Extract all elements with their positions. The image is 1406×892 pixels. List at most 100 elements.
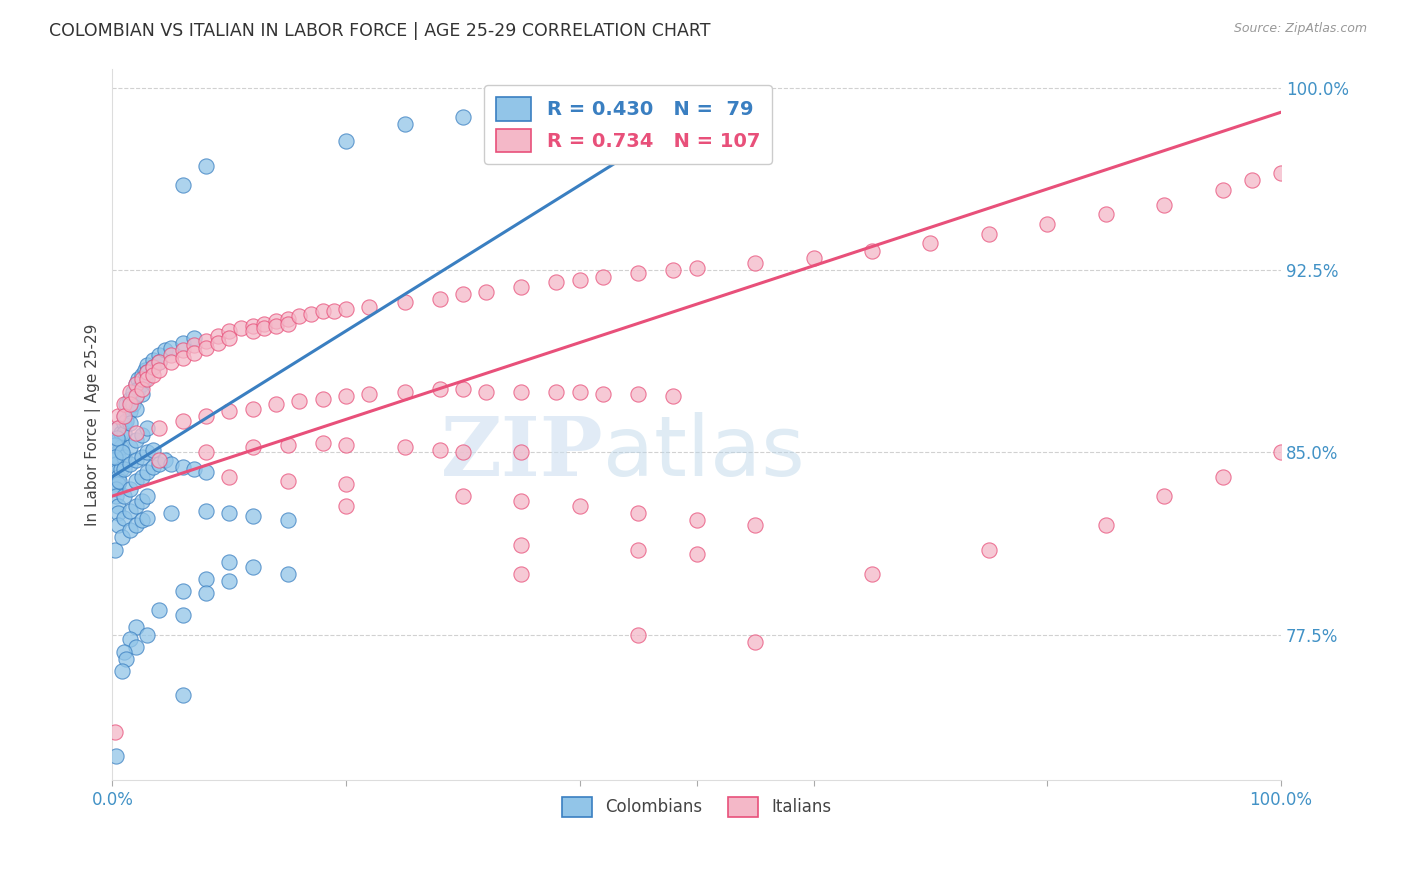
Point — [142, 353, 165, 368]
Point — [125, 377, 148, 392]
Point — [104, 458, 127, 472]
Point — [125, 499, 148, 513]
Point — [118, 458, 141, 472]
Point — [131, 428, 153, 442]
Point — [112, 416, 135, 430]
Point — [194, 409, 217, 423]
Point — [475, 384, 498, 399]
Point — [127, 382, 149, 396]
Point — [277, 513, 299, 527]
Point — [136, 358, 159, 372]
Point — [172, 178, 194, 193]
Point — [136, 421, 159, 435]
Legend: Colombians, Italians: Colombians, Italians — [554, 789, 839, 825]
Point — [194, 334, 217, 348]
Point — [218, 404, 240, 418]
Point — [207, 336, 229, 351]
Point — [568, 273, 591, 287]
Point — [194, 445, 217, 459]
Point — [131, 372, 153, 386]
Point — [131, 377, 153, 392]
Point — [662, 263, 685, 277]
Point — [207, 328, 229, 343]
Point — [394, 441, 416, 455]
Point — [194, 159, 217, 173]
Point — [148, 603, 170, 617]
Point — [510, 384, 533, 399]
Point — [110, 441, 132, 455]
Point — [394, 294, 416, 309]
Point — [218, 506, 240, 520]
Point — [1036, 217, 1059, 231]
Point — [160, 458, 183, 472]
Point — [131, 387, 153, 401]
Point — [148, 452, 170, 467]
Point — [125, 452, 148, 467]
Point — [546, 275, 568, 289]
Point — [125, 433, 148, 447]
Point — [107, 421, 129, 435]
Point — [134, 372, 156, 386]
Point — [475, 285, 498, 299]
Point — [118, 416, 141, 430]
Point — [131, 368, 153, 382]
Text: Source: ZipAtlas.com: Source: ZipAtlas.com — [1233, 22, 1367, 36]
Point — [277, 317, 299, 331]
Point — [510, 280, 533, 294]
Point — [112, 462, 135, 476]
Point — [277, 311, 299, 326]
Point — [510, 105, 533, 120]
Point — [627, 98, 650, 112]
Point — [111, 530, 134, 544]
Point — [429, 442, 451, 457]
Point — [142, 442, 165, 457]
Point — [153, 343, 176, 358]
Point — [744, 93, 766, 107]
Point — [277, 475, 299, 489]
Point — [136, 372, 159, 386]
Point — [136, 365, 159, 379]
Point — [125, 389, 148, 403]
Point — [253, 321, 276, 335]
Point — [125, 620, 148, 634]
Point — [277, 438, 299, 452]
Point — [183, 331, 205, 345]
Point — [510, 445, 533, 459]
Point — [1212, 469, 1234, 483]
Text: COLOMBIAN VS ITALIAN IN LABOR FORCE | AGE 25-29 CORRELATION CHART: COLOMBIAN VS ITALIAN IN LABOR FORCE | AG… — [49, 22, 710, 40]
Point — [394, 117, 416, 131]
Point — [112, 409, 135, 423]
Point — [1153, 489, 1175, 503]
Point — [105, 431, 128, 445]
Point — [118, 392, 141, 406]
Point — [183, 462, 205, 476]
Point — [264, 397, 287, 411]
Point — [160, 355, 183, 369]
Point — [568, 499, 591, 513]
Point — [107, 506, 129, 520]
Point — [118, 482, 141, 496]
Point — [111, 664, 134, 678]
Point — [125, 475, 148, 489]
Point — [662, 389, 685, 403]
Point — [131, 513, 153, 527]
Point — [744, 256, 766, 270]
Point — [218, 331, 240, 345]
Point — [568, 384, 591, 399]
Point — [429, 382, 451, 396]
Point — [977, 542, 1000, 557]
Point — [242, 559, 264, 574]
Point — [627, 627, 650, 641]
Point — [860, 566, 883, 581]
Point — [335, 301, 357, 316]
Point — [122, 384, 145, 399]
Point — [160, 506, 183, 520]
Point — [229, 321, 252, 335]
Point — [335, 438, 357, 452]
Point — [218, 574, 240, 588]
Point — [1270, 166, 1292, 180]
Point — [194, 572, 217, 586]
Point — [218, 555, 240, 569]
Point — [125, 640, 148, 654]
Point — [104, 482, 127, 496]
